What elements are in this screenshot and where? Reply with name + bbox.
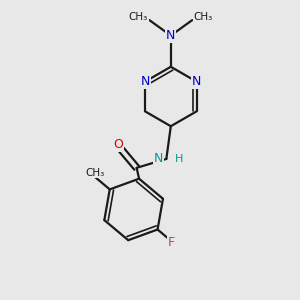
Text: CH₃: CH₃ [194, 11, 213, 22]
Text: N: N [140, 75, 150, 88]
Text: N: N [192, 75, 201, 88]
Text: H: H [175, 154, 183, 164]
Text: N: N [154, 152, 164, 165]
Text: O: O [113, 138, 123, 152]
Text: CH₃: CH₃ [85, 167, 105, 178]
Text: F: F [168, 236, 175, 249]
Text: N: N [166, 29, 176, 42]
Text: CH₃: CH₃ [129, 11, 148, 22]
